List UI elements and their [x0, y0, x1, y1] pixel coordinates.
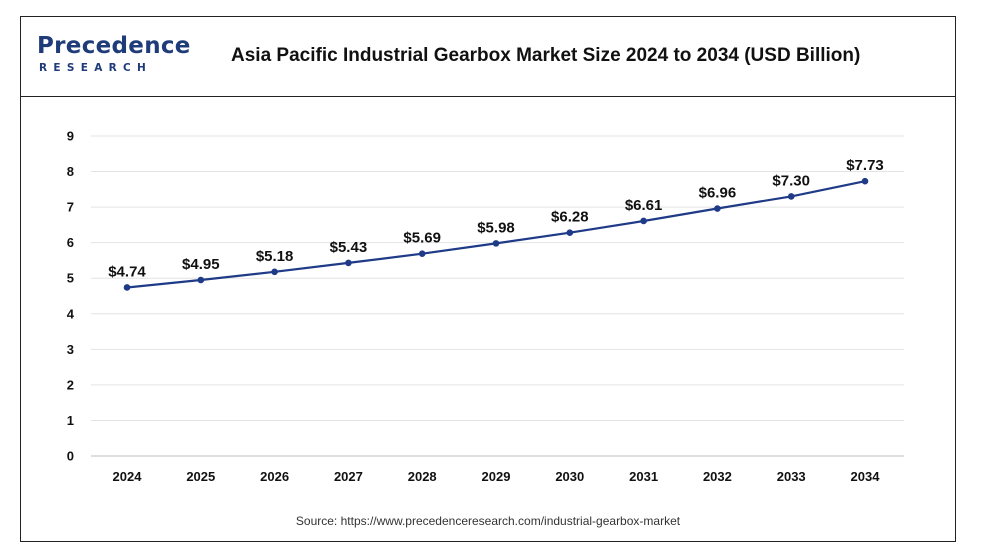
chart-frame: Precedence RESEARCH Asia Pacific Industr…	[20, 16, 956, 542]
data-label-2032: $6.96	[699, 185, 737, 202]
x-tick-label-2032: 2032	[703, 469, 732, 484]
x-tick-label-2028: 2028	[408, 469, 437, 484]
data-label-2028: $5.69	[403, 230, 441, 247]
x-tick-label-2030: 2030	[555, 469, 584, 484]
data-point-2025	[197, 276, 205, 284]
data-point-2029	[492, 240, 500, 247]
x-tick-label-2033: 2033	[777, 469, 806, 484]
y-tick-label-5: 5	[67, 271, 74, 286]
x-tick-label-2034: 2034	[851, 469, 881, 484]
chart-header: Precedence RESEARCH Asia Pacific Industr…	[21, 17, 955, 97]
data-point-2027	[345, 259, 352, 267]
x-tick-label-2026: 2026	[260, 469, 289, 484]
y-tick-label-2: 2	[67, 377, 74, 392]
x-tick-label-2029: 2029	[482, 469, 511, 484]
data-label-2030: $6.28	[551, 209, 589, 226]
x-tick-label-2027: 2027	[334, 469, 363, 484]
x-tick-label-2025: 2025	[186, 469, 215, 484]
data-point-2026	[271, 268, 278, 276]
data-point-2033	[787, 193, 795, 200]
source-note: Source: https://www.precedenceresearch.c…	[295, 514, 681, 528]
data-label-2031: $6.61	[625, 197, 663, 214]
y-tick-label-1: 1	[67, 413, 74, 428]
data-label-2034: $7.73	[846, 157, 884, 174]
x-tick-label-2031: 2031	[629, 469, 658, 484]
data-label-2026: $5.18	[256, 248, 294, 265]
data-label-2024: $4.74	[108, 263, 146, 280]
y-tick-label-4: 4	[67, 306, 75, 321]
data-label-2029: $5.98	[477, 219, 515, 236]
data-point-2024	[123, 284, 131, 291]
y-tick-label-0: 0	[67, 449, 74, 464]
chart-title: Asia Pacific Industrial Gearbox Market S…	[231, 45, 861, 66]
y-tick-label-6: 6	[67, 235, 74, 250]
data-point-2034	[861, 177, 869, 185]
y-tick-label-3: 3	[67, 342, 74, 357]
data-label-2025: $4.95	[182, 256, 220, 273]
y-tick-label-9: 9	[67, 129, 74, 144]
data-point-2028	[418, 250, 426, 257]
x-tick-label-2024: 2024	[113, 469, 143, 484]
data-point-2032	[714, 205, 721, 212]
data-label-2033: $7.30	[772, 172, 810, 189]
logo-subtitle: RESEARCH	[39, 62, 153, 74]
data-label-2027: $5.43	[330, 239, 368, 256]
y-tick-label-8: 8	[67, 164, 74, 179]
data-point-2031	[640, 217, 647, 225]
data-point-2030	[566, 229, 574, 237]
precedence-research-logo: Precedence RESEARCH	[37, 35, 190, 85]
y-tick-label-7: 7	[67, 200, 74, 215]
logo-wordmark: Precedence	[37, 33, 191, 59]
